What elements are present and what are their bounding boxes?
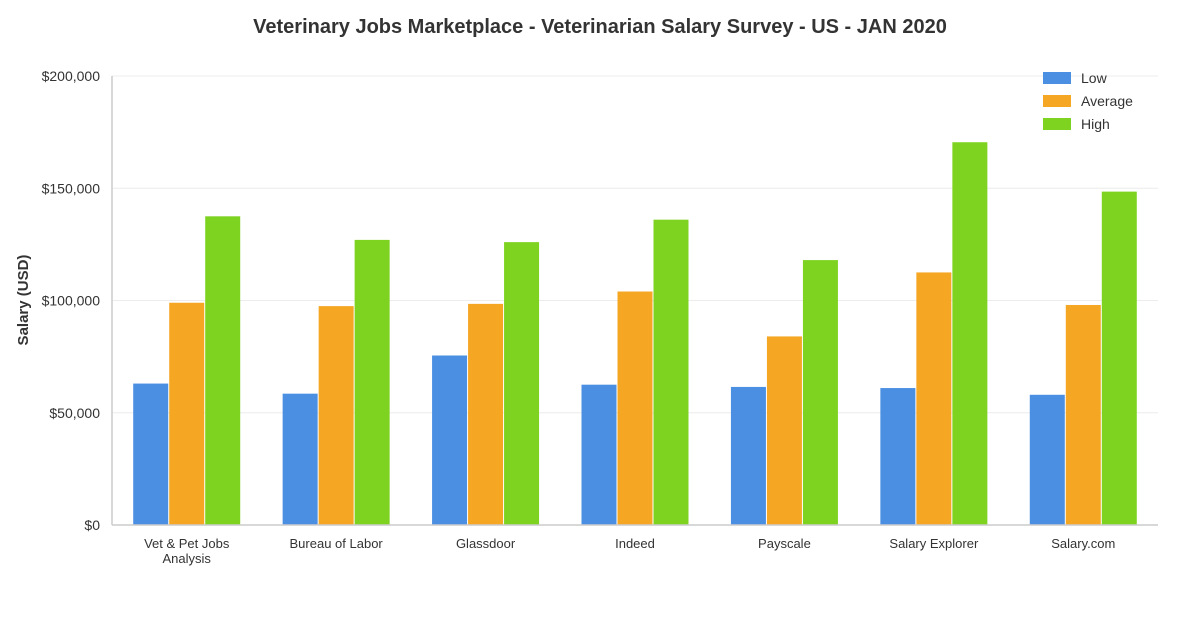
legend[interactable]: Low Average High: [1043, 70, 1133, 132]
legend-swatch-average[interactable]: [1043, 95, 1071, 107]
bar-low[interactable]: [730, 386, 766, 525]
x-tick-label: Glassdoor: [456, 536, 516, 551]
bar-high[interactable]: [1101, 191, 1137, 525]
bars: [133, 142, 1137, 526]
bar-high[interactable]: [354, 239, 390, 525]
bar-low[interactable]: [133, 383, 169, 525]
y-tick-label: $100,000: [42, 293, 101, 309]
bar-high[interactable]: [205, 216, 241, 525]
bar-low[interactable]: [282, 393, 318, 525]
x-tick-label: Bureau of Labor: [290, 536, 384, 551]
legend-label-low[interactable]: Low: [1081, 70, 1108, 86]
legend-swatch-high[interactable]: [1043, 118, 1071, 130]
x-tick-label: Salary Explorer: [889, 536, 979, 551]
bar-average[interactable]: [916, 272, 952, 525]
y-tick-label: $150,000: [42, 180, 101, 196]
x-tick-label: Indeed: [615, 536, 655, 551]
x-tick-label: Analysis: [163, 551, 212, 566]
y-tick-label: $200,000: [42, 68, 101, 84]
y-axis-ticks: $0 $50,000 $100,000 $150,000 $200,000: [42, 68, 101, 533]
chart-title: Veterinary Jobs Marketplace - Veterinari…: [253, 16, 947, 38]
bar-high[interactable]: [504, 242, 540, 525]
y-tick-label: $0: [84, 517, 100, 533]
x-tick-label: Vet & Pet Jobs: [144, 536, 230, 551]
bar-high[interactable]: [802, 260, 838, 525]
bar-high[interactable]: [653, 219, 689, 525]
bar-average[interactable]: [468, 303, 504, 525]
legend-swatch-low[interactable]: [1043, 72, 1071, 84]
bar-average[interactable]: [617, 291, 653, 525]
bar-average[interactable]: [169, 302, 205, 525]
x-tick-label: Payscale: [758, 536, 811, 551]
bar-average[interactable]: [1065, 304, 1101, 525]
bar-low[interactable]: [432, 355, 468, 525]
legend-label-average[interactable]: Average: [1081, 93, 1133, 109]
bar-low[interactable]: [581, 384, 617, 525]
bar-average[interactable]: [766, 336, 802, 525]
bar-low[interactable]: [1029, 394, 1065, 525]
x-tick-label: Salary.com: [1051, 536, 1115, 551]
bar-average[interactable]: [318, 306, 354, 525]
bar-high[interactable]: [952, 142, 988, 526]
legend-label-high[interactable]: High: [1081, 116, 1110, 132]
axes: [111, 76, 1158, 526]
bar-low[interactable]: [880, 388, 916, 525]
y-axis-label: Salary (USD): [15, 255, 32, 346]
y-tick-label: $50,000: [49, 405, 100, 421]
